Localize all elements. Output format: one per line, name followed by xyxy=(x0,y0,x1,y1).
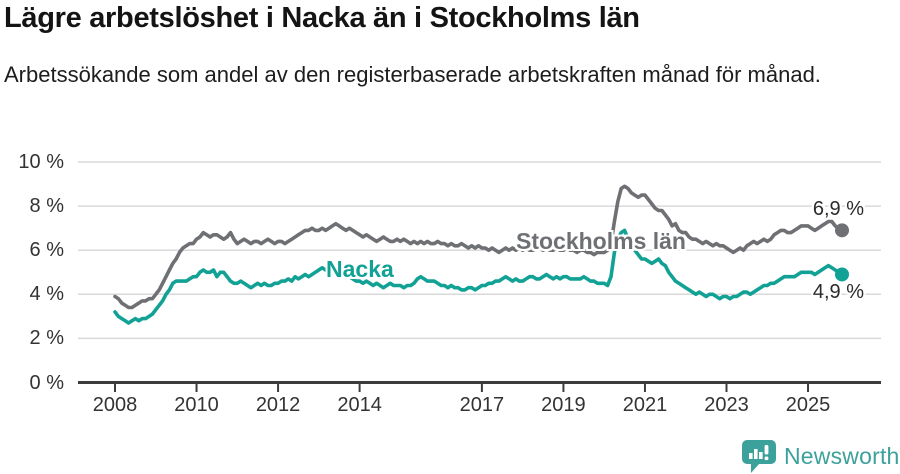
series-line-stockholms-l-n xyxy=(113,184,844,310)
page-subtitle: Arbetssökande som andel av den registerb… xyxy=(4,62,821,87)
newsworthy-logo: Newsworthy xyxy=(742,432,900,474)
y-axis-label: 6 % xyxy=(29,239,64,262)
gridlines xyxy=(78,161,881,340)
y-axis-label: 10 % xyxy=(18,151,64,173)
y-axis-label: 8 % xyxy=(29,195,64,218)
x-axis-label: 2014 xyxy=(337,394,382,416)
series-label-stockholms-lan: Stockholms län xyxy=(516,228,686,254)
x-axis-label: 2025 xyxy=(785,394,831,416)
page-title: Lägre arbetslöshet i Nacka än i Stockhol… xyxy=(4,2,640,34)
x-axis-label: 2019 xyxy=(541,394,586,416)
x-axis-label: 2012 xyxy=(255,394,301,416)
x-axis-label: 2008 xyxy=(92,394,138,416)
series-label-nacka: Nacka xyxy=(326,256,394,282)
series-line-nacka xyxy=(113,228,844,325)
newsworthy-logo-text: Newsworthy xyxy=(784,443,900,469)
end-value-label-stockholms-lan: 6,9 % xyxy=(812,198,864,220)
x-axis xyxy=(78,381,881,392)
y-axis-label: 0 % xyxy=(29,371,64,394)
x-axis-label: 2010 xyxy=(174,394,219,416)
series-end-dot xyxy=(835,267,849,282)
y-axis-label: 4 % xyxy=(29,283,64,306)
series-end-dot xyxy=(835,223,849,238)
newsworthy-logo-icon xyxy=(742,440,776,473)
end-value-label-nacka: 4,9 % xyxy=(812,281,864,303)
x-axis-label: 2017 xyxy=(459,394,505,416)
x-axis-label: 2023 xyxy=(704,394,749,416)
y-axis-label: 2 % xyxy=(29,327,64,350)
series-lines xyxy=(113,184,849,325)
x-axis-label: 2021 xyxy=(622,394,668,416)
